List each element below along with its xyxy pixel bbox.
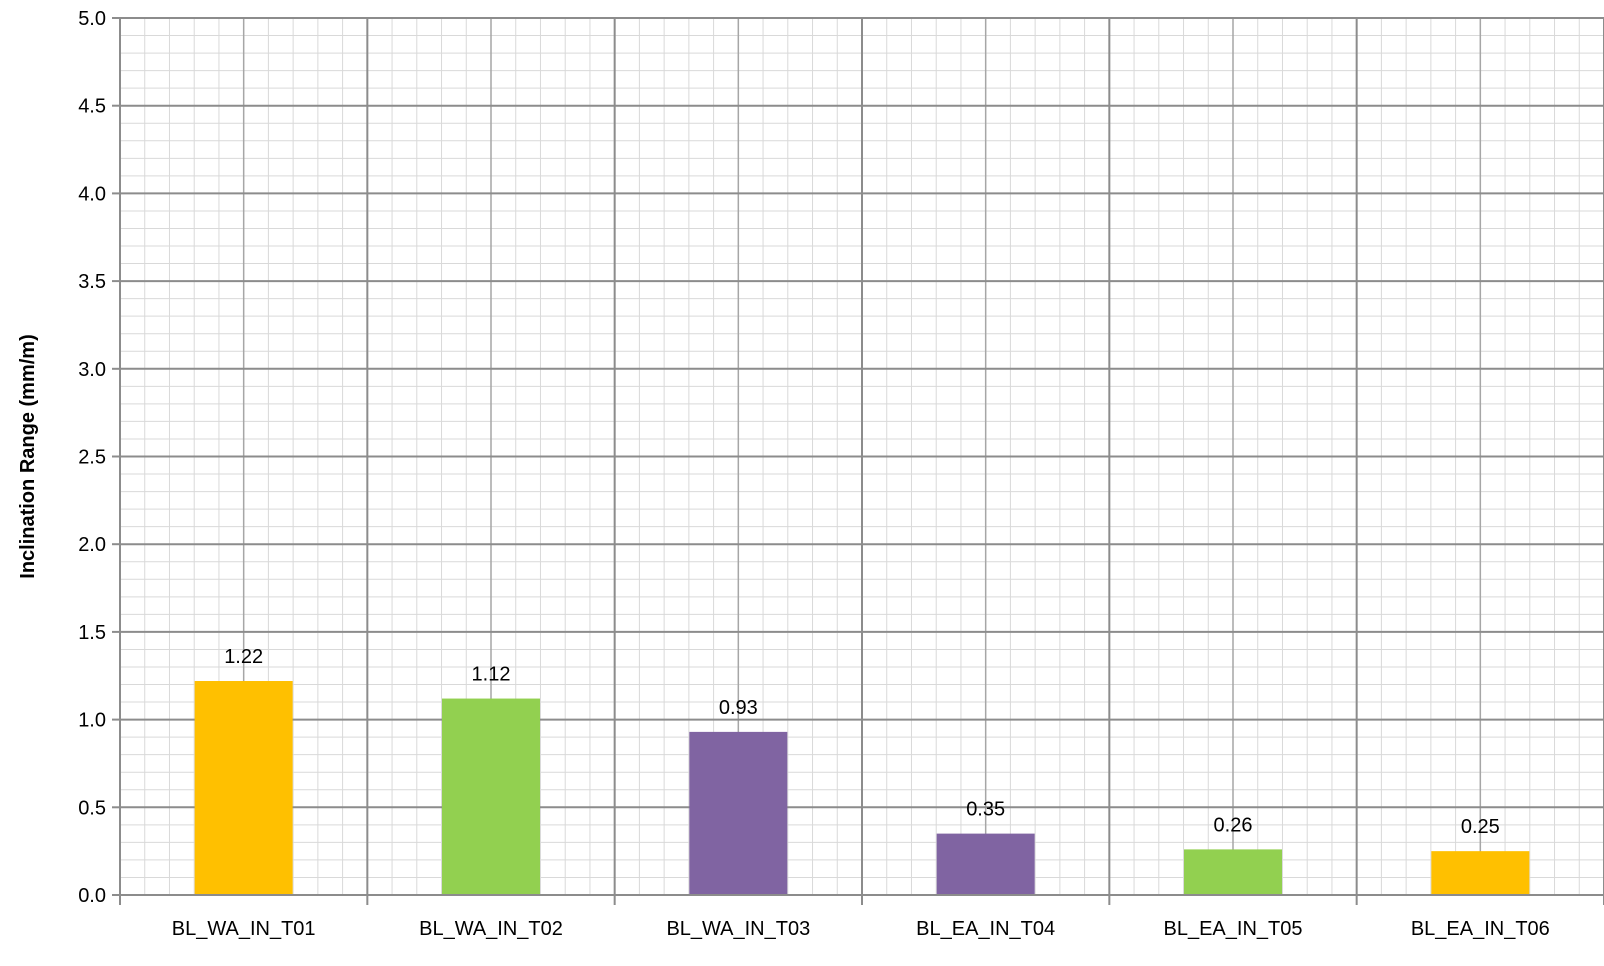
x-category-label: BL_WA_IN_T01 [172, 918, 316, 940]
bar-bl-wa-in-t02 [442, 698, 540, 895]
bar-bl-ea-in-t04 [936, 833, 1035, 895]
y-tick-label: 2.5 [78, 447, 106, 469]
data-label: 1.12 [472, 664, 511, 686]
x-category-label: BL_WA_IN_T03 [666, 918, 810, 940]
data-label: 1.22 [224, 646, 263, 668]
data-label: 0.25 [1461, 816, 1500, 838]
x-category-label: BL_EA_IN_T04 [916, 918, 1055, 940]
gridlines [119, 17, 1604, 896]
x-category-label: BL_WA_IN_T02 [419, 918, 563, 940]
y-tick-label: 1.5 [78, 622, 106, 644]
data-label: 0.35 [966, 799, 1005, 821]
y-axis-title: Inclination Range (mm/m) [17, 334, 39, 578]
y-tick-label: 3.0 [78, 359, 106, 381]
y-tick-label: 4.0 [78, 183, 106, 205]
bar-bl-ea-in-t05 [1184, 849, 1282, 895]
y-tick-label: 1.0 [78, 710, 106, 732]
x-category-label: BL_EA_IN_T05 [1164, 918, 1303, 940]
data-label: 0.93 [719, 697, 758, 719]
y-tick-label: 3.5 [78, 271, 106, 293]
y-tick-label: 0.0 [78, 885, 106, 907]
bar-bl-wa-in-t01 [194, 681, 293, 895]
bars [194, 681, 1530, 895]
x-category-label: BL_EA_IN_T06 [1411, 918, 1550, 940]
labels: 0.0 0.5 1.0 1.5 2.0 2.5 3.0 3.5 4.0 4.5 5.0 1.22 BL_… [78, 8, 1550, 940]
y-tick-label: 0.5 [78, 797, 106, 819]
data-label: 0.26 [1214, 814, 1253, 836]
y-tick-label: 5.0 [78, 8, 106, 30]
y-tick-label: 2.0 [78, 534, 106, 556]
axes [112, 17, 1604, 905]
bar-bl-wa-in-t03 [689, 731, 788, 895]
bar-bl-ea-in-t06 [1431, 851, 1530, 895]
y-tick-label: 4.5 [78, 96, 106, 118]
